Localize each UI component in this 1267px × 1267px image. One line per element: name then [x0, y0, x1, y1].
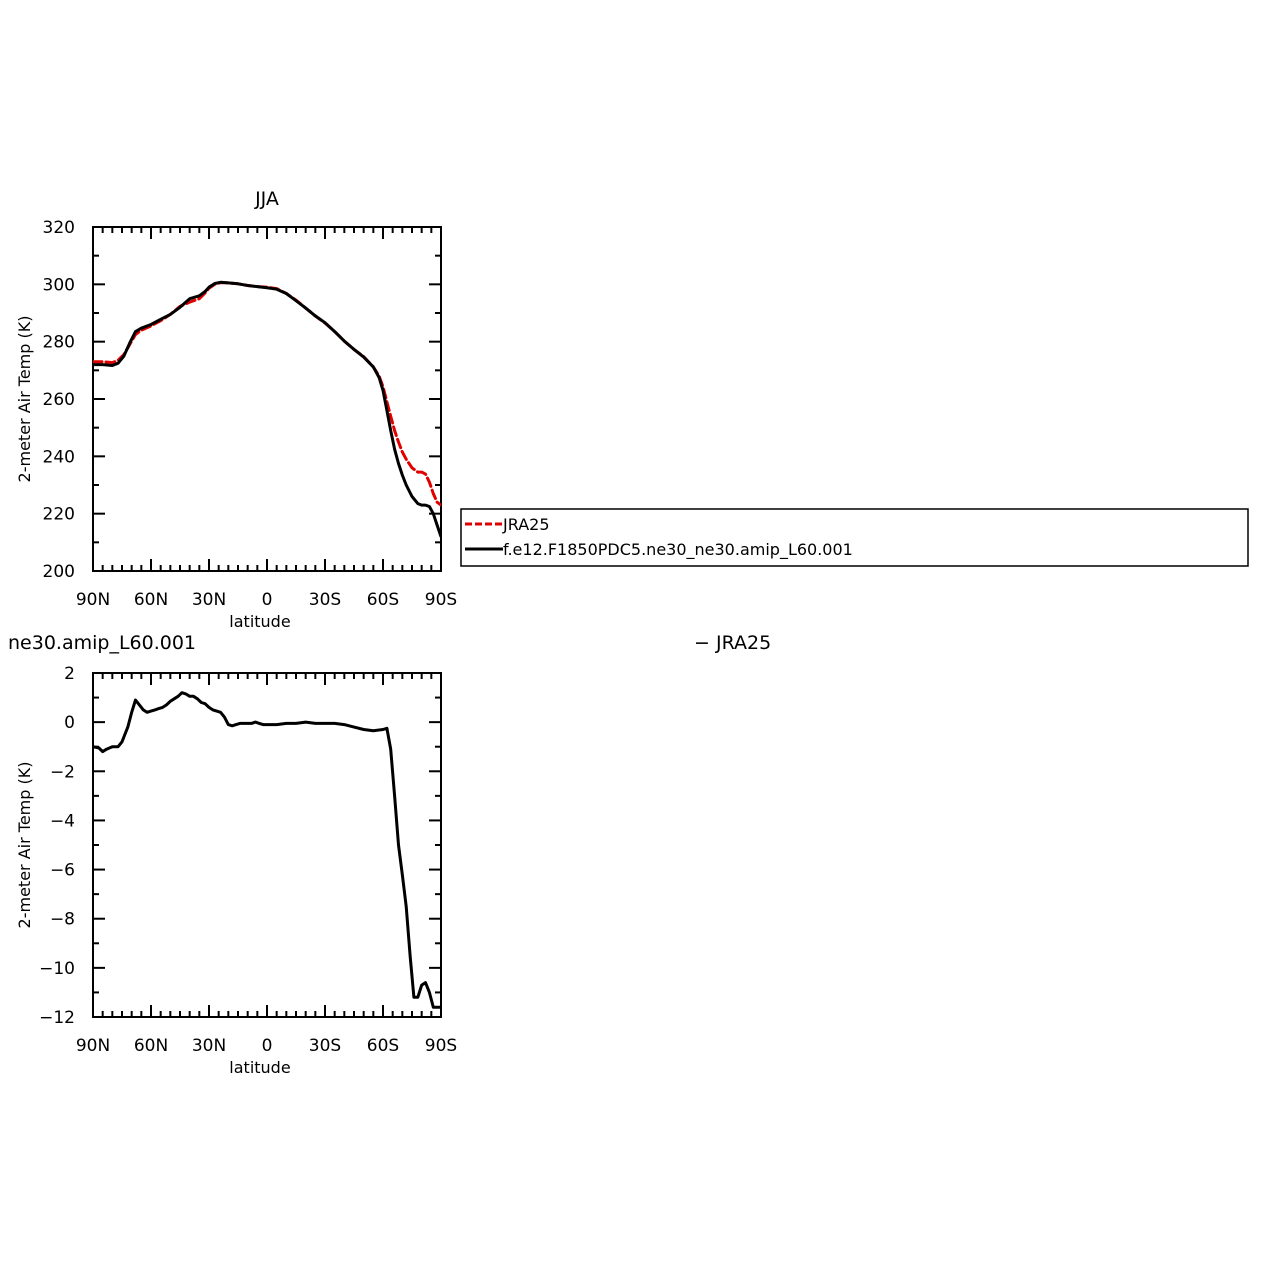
y-tick-label: 300	[43, 275, 75, 295]
y-tick-label: −8	[50, 910, 75, 930]
plot-frame	[92, 226, 442, 572]
x-tick-label: 90N	[76, 590, 110, 610]
legend-box	[460, 508, 1249, 567]
series-group	[93, 280, 441, 539]
x-tick-label: 30S	[309, 1036, 341, 1056]
x-tick-label: 90S	[425, 1036, 457, 1056]
x-axis-label: latitude	[229, 612, 290, 631]
legend: JRA25 f.e12.F1850PDC5.ne30_ne30.amip_L60.…	[460, 508, 1249, 567]
y-axis-label: 2-meter Air Temp (K)	[15, 762, 34, 929]
y-tick-label: 200	[43, 562, 75, 582]
x-tick-label: 90S	[425, 590, 457, 610]
y-tick-label: 240	[43, 447, 75, 467]
x-tick-label: 60N	[134, 1036, 168, 1056]
x-tick-label: 30N	[192, 590, 226, 610]
chart-title-right: − JRA25	[694, 632, 771, 654]
x-tick-label: 90N	[76, 1036, 110, 1056]
chart-title: JJA	[254, 188, 279, 210]
y-tick-label: −10	[39, 959, 75, 979]
legend-label: f.e12.F1850PDC5.ne30_ne30.amip_L60.001	[503, 540, 853, 560]
series-group	[93, 691, 441, 1009]
x-tick-label: 0	[262, 1036, 273, 1056]
y-tick-label: −4	[50, 811, 75, 831]
y-tick-label: 2	[64, 664, 75, 684]
panel-difference: 90N 60N 30N 0 30S 60S 90S −12 −10 −8 −6 −4 −2 0 2 latit…	[8, 632, 771, 1077]
x-tick-label: 30N	[192, 1036, 226, 1056]
x-tick-label: 0	[262, 590, 273, 610]
y-tick-label: 220	[43, 505, 75, 525]
plot-frame	[92, 672, 442, 1018]
x-tick-label: 60S	[367, 590, 399, 610]
y-tick-label: −2	[50, 762, 75, 782]
y-tick-label: 260	[43, 390, 75, 410]
y-tick-label: 280	[43, 333, 75, 353]
x-axis-label: latitude	[229, 1058, 290, 1077]
y-tick-label: −12	[39, 1008, 75, 1028]
series-line-model	[93, 280, 441, 539]
legend-label: JRA25	[502, 515, 550, 534]
y-tick-label: −6	[50, 861, 75, 881]
chart-title: ne30.amip_L60.001	[8, 632, 196, 654]
series-line-jra25	[93, 281, 441, 507]
x-tick-label: 60N	[134, 590, 168, 610]
series-line-model	[93, 691, 441, 1009]
x-tick-label: 60S	[367, 1036, 399, 1056]
axis-ticks	[92, 226, 442, 572]
y-tick-label: 0	[64, 713, 75, 733]
panel-temperature: 90N 60N 30N 0 30S 60S 90S 200 220 240 260 280 300 320…	[15, 188, 457, 631]
x-tick-label: 30S	[309, 590, 341, 610]
y-axis-label: 2-meter Air Temp (K)	[15, 316, 34, 483]
y-tick-label: 320	[43, 218, 75, 238]
